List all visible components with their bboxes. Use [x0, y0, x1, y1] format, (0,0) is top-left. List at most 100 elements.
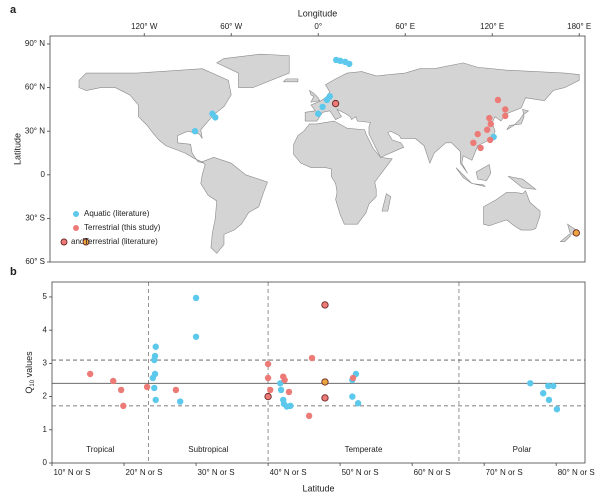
data-point — [502, 112, 509, 120]
x-tick-label: 0° — [314, 22, 322, 31]
y-tick-label: 0 — [43, 458, 48, 467]
data-point — [321, 378, 329, 386]
java — [472, 184, 485, 187]
borneo — [476, 165, 490, 181]
data-point — [346, 60, 353, 68]
australia — [484, 191, 541, 230]
data-point — [540, 390, 547, 397]
y-tick-label: 60° N — [25, 83, 45, 92]
data-point — [527, 380, 534, 387]
y-axis-title-main: Q — [24, 387, 34, 394]
data-point — [321, 301, 329, 309]
data-point — [308, 354, 316, 362]
data-point — [354, 400, 362, 407]
data-point — [110, 377, 117, 385]
x-tick-label: 60° N or S — [414, 468, 451, 477]
y-axis-title: Q10 values — [24, 351, 35, 394]
y-axis-title: Latitude — [12, 133, 22, 165]
data-point — [326, 93, 334, 100]
japan — [507, 109, 529, 129]
data-point — [152, 343, 159, 350]
y-tick-label: 5 — [43, 292, 48, 301]
x-tick-label: 120° E — [480, 22, 504, 31]
y-tick-label: 90° N — [25, 39, 45, 48]
data-point — [319, 103, 326, 111]
data-point — [474, 130, 481, 138]
data-point — [331, 99, 340, 108]
data-point — [277, 386, 285, 394]
x-tick-label: 10° N or S — [54, 468, 91, 477]
data-point — [281, 376, 288, 384]
legend-marker — [73, 225, 79, 231]
madagascar — [382, 194, 391, 211]
legend-marker — [82, 238, 90, 246]
data-point — [550, 382, 557, 390]
legend-label: Aquatic (literature) — [84, 209, 150, 218]
south-america — [201, 157, 268, 253]
data-point — [191, 127, 199, 135]
data-point — [86, 370, 94, 378]
y-tick-label: 3 — [43, 358, 48, 367]
x-axis-title: Longitude — [298, 8, 338, 18]
data-point — [117, 386, 125, 394]
x-tick-label: 70° N or S — [486, 468, 523, 477]
data-point — [264, 374, 272, 382]
data-point — [151, 384, 158, 392]
legend-marker — [73, 211, 79, 217]
y-axis-title-sub: 10 — [30, 379, 36, 386]
data-point — [277, 380, 284, 387]
data-point — [212, 114, 219, 121]
data-point — [483, 126, 491, 133]
data-point — [470, 139, 477, 147]
data-point — [267, 386, 274, 394]
data-point — [572, 229, 580, 237]
data-point — [321, 394, 329, 402]
axes-frame — [49, 35, 586, 263]
zone-label: Subtropical — [188, 445, 228, 454]
data-point — [192, 333, 200, 340]
x-tick-label: 180° E — [567, 22, 591, 31]
data-point — [349, 374, 357, 382]
panel-label: a — [10, 4, 17, 16]
x-axis-title: Latitude — [302, 483, 334, 493]
y-tick-label: 30° N — [25, 126, 45, 135]
data-point — [349, 393, 356, 400]
y-tick-label: 2 — [43, 392, 48, 401]
x-tick-label: 30° N or S — [198, 468, 235, 477]
data-point — [120, 402, 127, 410]
iceland — [283, 79, 297, 82]
x-tick-label: 40° N or S — [270, 468, 307, 477]
data-point — [477, 144, 484, 152]
data-point — [486, 114, 493, 122]
x-tick-label: 80° N or S — [558, 468, 595, 477]
data-point — [172, 386, 180, 394]
data-point — [177, 398, 184, 405]
legend-label: Terrestrial (this study) — [84, 223, 161, 232]
zone-label: Tropical — [86, 445, 114, 454]
north-america — [79, 69, 231, 163]
data-point — [192, 294, 200, 302]
x-tick-label: 50° N or S — [342, 468, 379, 477]
y-tick-label: 1 — [43, 425, 48, 434]
land — [79, 54, 579, 253]
data-point — [152, 396, 159, 404]
legend-joiner: and — [71, 237, 84, 246]
data-point — [285, 388, 293, 396]
great-britain — [310, 91, 320, 103]
land-clip — [79, 54, 579, 253]
axes-frame — [51, 281, 586, 464]
greenland — [217, 54, 289, 87]
data-point — [486, 136, 494, 144]
legend-label: Terrestrial (literature) — [84, 237, 158, 246]
africa — [294, 121, 393, 224]
data-point — [545, 396, 553, 404]
x-tick-label: 60° E — [395, 22, 415, 31]
data-point — [143, 383, 151, 391]
data-point — [487, 120, 494, 128]
data-point — [264, 392, 272, 401]
data-point — [337, 57, 344, 65]
sumatra — [456, 168, 472, 184]
x-tick-label: 20° N or S — [126, 468, 163, 477]
data-point — [315, 110, 322, 117]
